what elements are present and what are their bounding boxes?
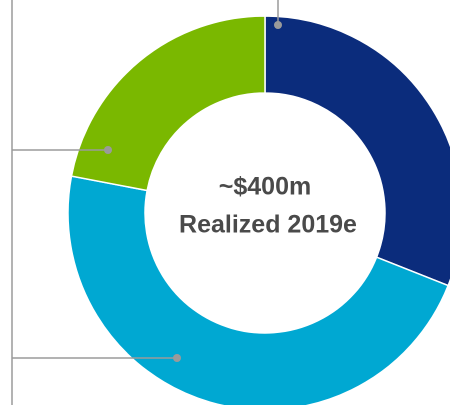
slices [67, 15, 450, 405]
leader-dot [104, 146, 112, 154]
center-text: Realized 2019e [179, 211, 357, 239]
slice [70, 15, 266, 192]
slice [67, 175, 450, 405]
leader-lines [11, 0, 279, 405]
leader-dot [173, 354, 181, 362]
center-text: ~$400m [219, 173, 311, 201]
slice [264, 15, 450, 287]
leader-dot [274, 21, 282, 29]
